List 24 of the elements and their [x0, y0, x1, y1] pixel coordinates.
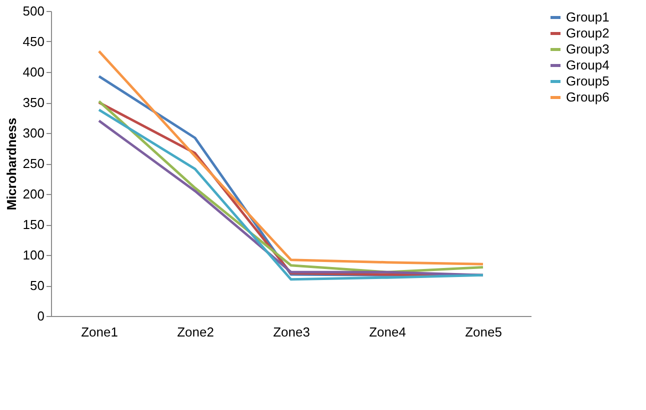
y-tick-label: 50: [30, 278, 44, 293]
y-tick-label: 0: [37, 308, 44, 324]
x-tick-label: Zone3: [273, 324, 310, 340]
legend-label: Group3: [566, 42, 610, 56]
legend-label: Group2: [566, 26, 610, 40]
y-tick-label: 500: [22, 4, 44, 18]
y-tick-label: 400: [22, 64, 44, 80]
legend-label: Group1: [566, 10, 610, 24]
x-tick-label: Zone1: [81, 324, 118, 340]
y-tick-label: 150: [22, 217, 44, 232]
legend-label: Group4: [566, 58, 610, 72]
legend-label: Group5: [566, 74, 610, 88]
x-tick-label: Zone4: [369, 324, 406, 340]
y-tick-label: 100: [22, 248, 44, 262]
x-tick-label: Zone2: [177, 324, 214, 340]
x-tick-label: Zone5: [465, 324, 502, 340]
y-tick-label: 200: [22, 186, 44, 202]
y-tick-label: 250: [22, 156, 44, 171]
legend-label: Group6: [566, 90, 610, 104]
y-tick-label: 450: [22, 34, 44, 49]
line-series: [98, 50, 484, 266]
y-tick-label: 300: [22, 126, 44, 140]
y-tick-label: 350: [22, 95, 44, 110]
y-axis-title: Microhardness: [4, 118, 19, 210]
